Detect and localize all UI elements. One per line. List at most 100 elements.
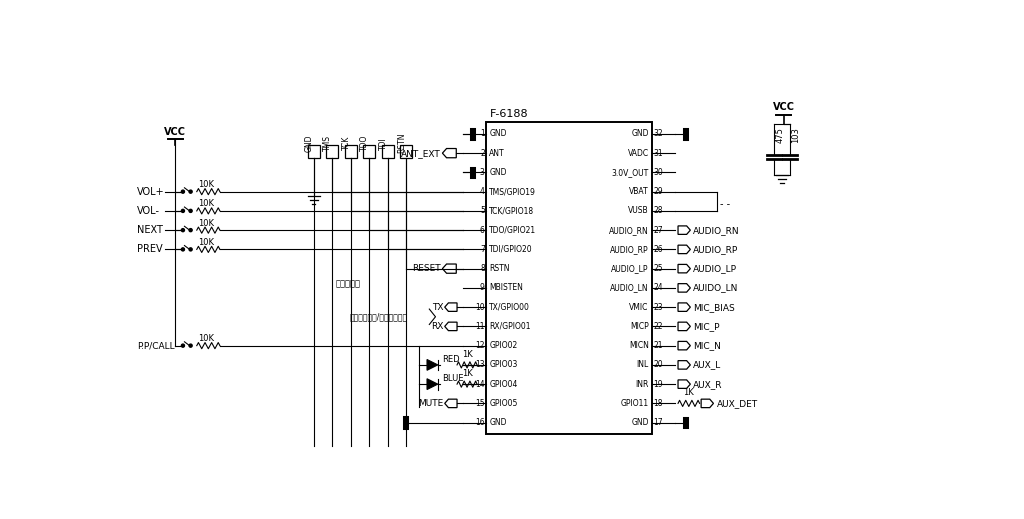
Text: 6: 6 xyxy=(480,226,484,235)
Text: 1K: 1K xyxy=(462,369,472,378)
Text: 5: 5 xyxy=(480,207,484,215)
Text: BLUE: BLUE xyxy=(441,374,463,383)
Text: GPIO04: GPIO04 xyxy=(489,379,518,389)
Text: INL: INL xyxy=(637,360,649,370)
Text: TDI: TDI xyxy=(379,136,388,149)
Text: AUDIO_RP: AUDIO_RP xyxy=(692,245,738,254)
Text: 3.0V_OUT: 3.0V_OUT xyxy=(611,168,649,177)
Text: 103: 103 xyxy=(792,127,800,143)
Text: 22: 22 xyxy=(653,322,663,331)
Circle shape xyxy=(189,190,193,193)
Text: AUDIO_RN: AUDIO_RN xyxy=(692,226,739,235)
Text: AUIDO_LN: AUIDO_LN xyxy=(692,283,738,292)
Text: 10K: 10K xyxy=(199,238,214,247)
Text: 475: 475 xyxy=(776,127,784,143)
Text: TCK: TCK xyxy=(342,136,351,151)
Text: NEXT: NEXT xyxy=(137,225,163,235)
Bar xyxy=(486,122,652,434)
Circle shape xyxy=(189,209,193,212)
Text: 1: 1 xyxy=(480,129,484,139)
Text: 30: 30 xyxy=(653,168,664,177)
Text: GND: GND xyxy=(631,418,649,427)
Text: 2: 2 xyxy=(480,148,484,158)
Text: MICN: MICN xyxy=(629,341,649,350)
Text: 8: 8 xyxy=(480,264,484,273)
Circle shape xyxy=(181,248,184,251)
Text: GND: GND xyxy=(631,129,649,139)
Text: 14: 14 xyxy=(475,379,484,389)
Text: 9: 9 xyxy=(480,283,484,292)
Bar xyxy=(345,145,357,158)
Text: MUTE: MUTE xyxy=(418,399,443,408)
Polygon shape xyxy=(427,360,438,370)
Text: AUX_DET: AUX_DET xyxy=(717,399,758,408)
Text: AUDIO_RP: AUDIO_RP xyxy=(610,245,649,254)
Text: 10: 10 xyxy=(475,303,484,311)
Text: MICP: MICP xyxy=(630,322,649,331)
Text: F-6188: F-6188 xyxy=(489,110,528,119)
Text: 26: 26 xyxy=(653,245,663,254)
Text: AUDIO_RN: AUDIO_RN xyxy=(609,226,649,235)
Text: 15: 15 xyxy=(475,399,484,408)
Text: AUDIO_LP: AUDIO_LP xyxy=(692,264,736,273)
Bar xyxy=(326,145,339,158)
Text: 1K: 1K xyxy=(683,388,694,397)
Text: RSTN: RSTN xyxy=(489,264,510,273)
Text: GPIO11: GPIO11 xyxy=(621,399,649,408)
Text: 18: 18 xyxy=(653,399,663,408)
Text: 10K: 10K xyxy=(199,218,214,228)
Text: VADC: VADC xyxy=(628,148,649,158)
Text: AUDIO_LN: AUDIO_LN xyxy=(610,283,649,292)
Text: 4: 4 xyxy=(480,187,484,196)
Text: GND: GND xyxy=(305,134,313,152)
Text: 17: 17 xyxy=(653,418,663,427)
Text: TCK/GPIO18: TCK/GPIO18 xyxy=(489,207,535,215)
Circle shape xyxy=(181,190,184,193)
Text: ANT_EXT: ANT_EXT xyxy=(401,148,441,158)
Text: VUSB: VUSB xyxy=(628,207,649,215)
Text: 3: 3 xyxy=(480,168,484,177)
Text: VCC: VCC xyxy=(772,102,795,112)
Text: TMS: TMS xyxy=(324,135,333,151)
Text: GPIO03: GPIO03 xyxy=(489,360,518,370)
Circle shape xyxy=(189,344,193,347)
Text: 19: 19 xyxy=(653,379,663,389)
Text: 29: 29 xyxy=(653,187,663,196)
Circle shape xyxy=(181,209,184,212)
Text: 11: 11 xyxy=(475,322,484,331)
Text: 24: 24 xyxy=(653,283,663,292)
Text: 21: 21 xyxy=(653,341,663,350)
Text: 软件调试接口/认证测试接口: 软件调试接口/认证测试接口 xyxy=(349,312,408,321)
Text: VBAT: VBAT xyxy=(629,187,649,196)
Text: - -: - - xyxy=(720,199,730,209)
Text: 10K: 10K xyxy=(199,334,214,343)
Text: PREV: PREV xyxy=(137,244,163,254)
Bar xyxy=(307,145,319,158)
Text: TDO/GPIO21: TDO/GPIO21 xyxy=(489,226,537,235)
Text: RX/GPIO01: RX/GPIO01 xyxy=(489,322,530,331)
Text: MIC_BIAS: MIC_BIAS xyxy=(692,303,734,311)
Text: P.P/CALL: P.P/CALL xyxy=(137,341,174,350)
Polygon shape xyxy=(427,379,438,390)
Text: GND: GND xyxy=(489,129,507,139)
Text: TX/GPIO00: TX/GPIO00 xyxy=(489,303,530,311)
Text: AUDIO_LP: AUDIO_LP xyxy=(611,264,649,273)
Text: GPIO02: GPIO02 xyxy=(489,341,517,350)
Text: MBISTEN: MBISTEN xyxy=(489,283,523,292)
Text: VCC: VCC xyxy=(164,127,186,137)
Text: GND: GND xyxy=(489,418,507,427)
Text: VOL-: VOL- xyxy=(137,206,160,216)
Text: AUX_L: AUX_L xyxy=(692,360,721,370)
Text: VMIC: VMIC xyxy=(630,303,649,311)
Text: MIC_P: MIC_P xyxy=(692,322,719,331)
Circle shape xyxy=(181,228,184,231)
Bar xyxy=(382,145,394,158)
Circle shape xyxy=(181,344,184,347)
Text: VOL+: VOL+ xyxy=(137,187,164,197)
Text: 27: 27 xyxy=(653,226,663,235)
Text: ANT: ANT xyxy=(489,148,505,158)
Text: TDI/GPIO20: TDI/GPIO20 xyxy=(489,245,534,254)
Text: RED: RED xyxy=(441,355,460,364)
Text: 31: 31 xyxy=(653,148,663,158)
Text: 13: 13 xyxy=(475,360,484,370)
